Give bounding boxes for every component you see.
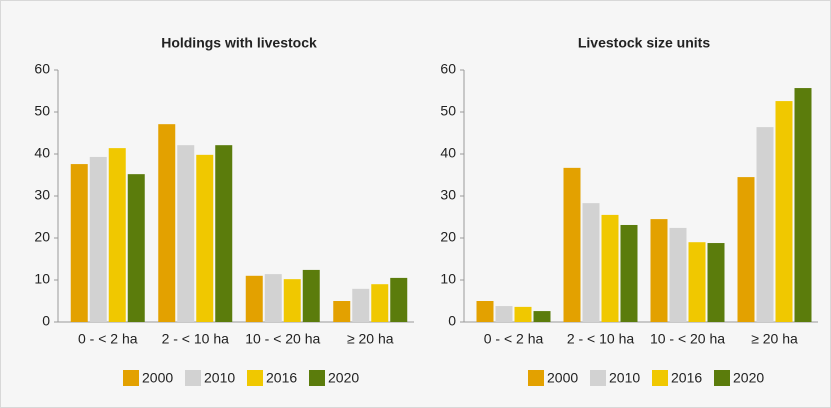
legend-label: 2010 (609, 370, 640, 386)
legend-label: 2020 (733, 370, 764, 386)
bar (70, 164, 88, 322)
y-tick-label: 0 (42, 313, 50, 329)
bar (108, 148, 126, 322)
bar (495, 306, 513, 322)
y-tick-label: 60 (440, 61, 456, 77)
bar (215, 145, 233, 322)
x-tick-label: 10 - < 20 ha (245, 331, 320, 347)
bar (775, 101, 793, 322)
bar (601, 214, 619, 322)
bar (563, 167, 581, 322)
legend-label: 2016 (266, 370, 297, 386)
y-tick-label: 40 (34, 145, 50, 161)
bar (650, 219, 668, 322)
legend-swatch (185, 370, 201, 386)
y-tick-label: 10 (34, 271, 50, 287)
bar (158, 124, 176, 323)
y-tick-label: 20 (440, 229, 456, 245)
bar (737, 177, 755, 322)
bar (476, 301, 494, 322)
x-tick-label: ≥ 20 ha (347, 331, 394, 347)
bar (514, 306, 532, 322)
legend-label: 2016 (671, 370, 702, 386)
y-tick-label: 40 (440, 145, 456, 161)
legend-swatch (309, 370, 325, 386)
x-tick-label: ≥ 20 ha (751, 331, 798, 347)
bar (669, 227, 687, 322)
x-tick-label: 0 - < 2 ha (484, 331, 544, 347)
y-tick-label: 10 (440, 271, 456, 287)
bar (89, 156, 107, 322)
x-tick-label: 10 - < 20 ha (650, 331, 725, 347)
y-tick-label: 60 (34, 61, 50, 77)
bar (390, 277, 408, 322)
bar (127, 174, 145, 322)
legend-swatch (714, 370, 730, 386)
bar (196, 154, 214, 322)
legend-swatch (590, 370, 606, 386)
chart-title: Livestock size units (578, 35, 710, 51)
bar (371, 284, 389, 322)
x-tick-label: 2 - < 10 ha (162, 331, 230, 347)
legend-label: 2000 (142, 370, 173, 386)
y-tick-label: 20 (34, 229, 50, 245)
bar (688, 242, 706, 322)
y-tick-label: 50 (34, 103, 50, 119)
bar (264, 274, 282, 322)
legend-label: 2020 (328, 370, 359, 386)
chart-title: Holdings with livestock (161, 35, 317, 51)
x-tick-label: 0 - < 2 ha (78, 331, 138, 347)
legend-label: 2000 (547, 370, 578, 386)
bar (177, 145, 195, 322)
legend-swatch (123, 370, 139, 386)
legend-swatch (247, 370, 263, 386)
bar (794, 88, 812, 322)
y-tick-label: 30 (34, 187, 50, 203)
y-tick-label: 30 (440, 187, 456, 203)
bar (533, 311, 551, 322)
bar (582, 203, 600, 322)
legend-swatch (652, 370, 668, 386)
legend-swatch (528, 370, 544, 386)
y-tick-label: 0 (448, 313, 456, 329)
legend-label: 2010 (204, 370, 235, 386)
bar (333, 301, 351, 322)
bar (302, 269, 320, 322)
bar (352, 288, 370, 322)
bar (283, 279, 301, 322)
bar (756, 127, 774, 323)
y-tick-label: 50 (440, 103, 456, 119)
x-tick-label: 2 - < 10 ha (567, 331, 635, 347)
bar (245, 275, 263, 322)
bar (620, 224, 638, 322)
bar (707, 243, 725, 322)
